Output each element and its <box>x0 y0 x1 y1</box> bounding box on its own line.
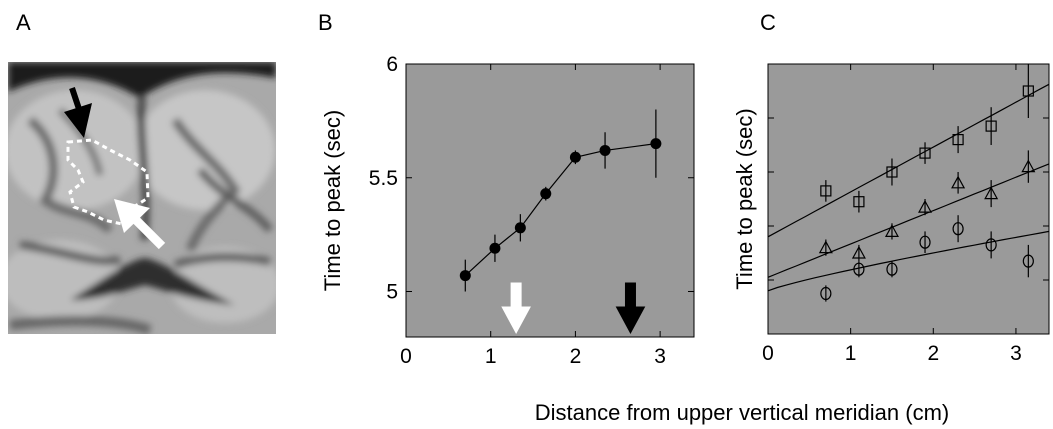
chart-c-x-tick-label: 2 <box>927 342 939 365</box>
chart-b-series-0-point <box>514 222 526 234</box>
chart-c-series-0-point <box>919 147 931 159</box>
chart-c-series-1-point <box>884 224 899 237</box>
chart-b-plot-area <box>405 63 695 338</box>
chart-c-series-1-point <box>851 245 866 259</box>
chart-c-series-0-fit-line <box>767 83 1050 238</box>
chart-b-series-0-point <box>459 270 471 282</box>
chart-b-series-0-point <box>540 188 552 200</box>
chart-c-series-2-point <box>820 286 832 301</box>
chart-c-series-2-point <box>985 238 997 252</box>
white-arrow-icon <box>114 199 166 250</box>
chart-c-y-axis-label: Time to peak (sec) <box>732 108 757 289</box>
chart-c-series-1-point <box>951 175 966 189</box>
chart-b-y-tick-label: 5.5 <box>369 167 398 190</box>
chart-b-x-tick-label: 3 <box>654 345 666 368</box>
chart-c-series-0-point <box>985 120 997 132</box>
chart-c-series-1-point <box>918 199 933 213</box>
chart-b-y-axis-label: Time to peak (sec) <box>320 110 345 291</box>
panel-letter-a: A <box>16 10 31 35</box>
chart-c-series-0-point <box>1022 85 1034 97</box>
chart-c-series-0-point <box>952 134 964 146</box>
black-arrow-icon <box>64 87 92 138</box>
chart-b-x-tick-label: 1 <box>485 345 497 368</box>
chart-b-series-0-point <box>599 144 611 156</box>
chart-b-y-tick-label: 6 <box>386 53 398 76</box>
chart-b-series-0-point <box>650 138 662 150</box>
chart-c-series-0-point <box>853 196 865 208</box>
chart-c-series-2-point <box>853 262 865 276</box>
chart-b-white-arrow-down-icon <box>501 282 531 335</box>
chart-c-series-1-point <box>984 186 999 200</box>
chart-c-series-2-fit-line <box>767 230 1050 292</box>
chart-c-series-1-point <box>818 240 833 254</box>
shared-x-axis-label: Distance from upper vertical meridian (c… <box>535 400 949 425</box>
chart-panel-b: 0 1 2 3 5 5.5 6 Time to peak (sec) <box>320 53 695 368</box>
chart-c-plot-area <box>767 63 1050 335</box>
chart-c-series-2-point <box>1022 254 1034 268</box>
panel-letter-c: C <box>760 10 776 35</box>
chart-b-x-tick-label: 2 <box>570 345 582 368</box>
chart-c-x-tick-label: 3 <box>1010 342 1022 365</box>
panel-a-mri-image <box>8 62 276 334</box>
chart-c-x-tick-label: 1 <box>845 342 857 365</box>
chart-c-series-1-point <box>1021 159 1036 173</box>
chart-c-series-2-point <box>919 235 931 249</box>
chart-b-series-0-point <box>569 151 581 163</box>
chart-c-series-0-point <box>820 185 832 197</box>
chart-c-series-1-fit-line <box>767 163 1050 278</box>
chart-panel-c: 0 1 2 3 Time to peak (sec) <box>732 63 1050 365</box>
chart-b-y-tick-label: 5 <box>386 281 398 304</box>
chart-c-series-2-point <box>952 222 964 236</box>
chart-b-x-tick-label: 0 <box>400 345 412 368</box>
chart-c-series-2-point <box>886 262 898 276</box>
chart-b-black-arrow-down-icon <box>615 282 646 335</box>
chart-c-x-tick-label: 0 <box>762 342 774 365</box>
panel-letter-b: B <box>318 10 333 35</box>
chart-c-series-0-point <box>886 166 898 178</box>
chart-b-series-0-point <box>489 242 501 254</box>
